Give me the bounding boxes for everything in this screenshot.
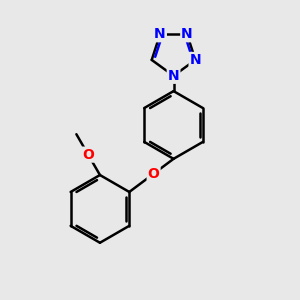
Text: N: N [168, 69, 179, 83]
Text: N: N [181, 27, 193, 41]
Text: O: O [148, 167, 160, 181]
Text: N: N [190, 53, 201, 67]
Text: N: N [154, 27, 166, 41]
Text: O: O [82, 148, 94, 162]
